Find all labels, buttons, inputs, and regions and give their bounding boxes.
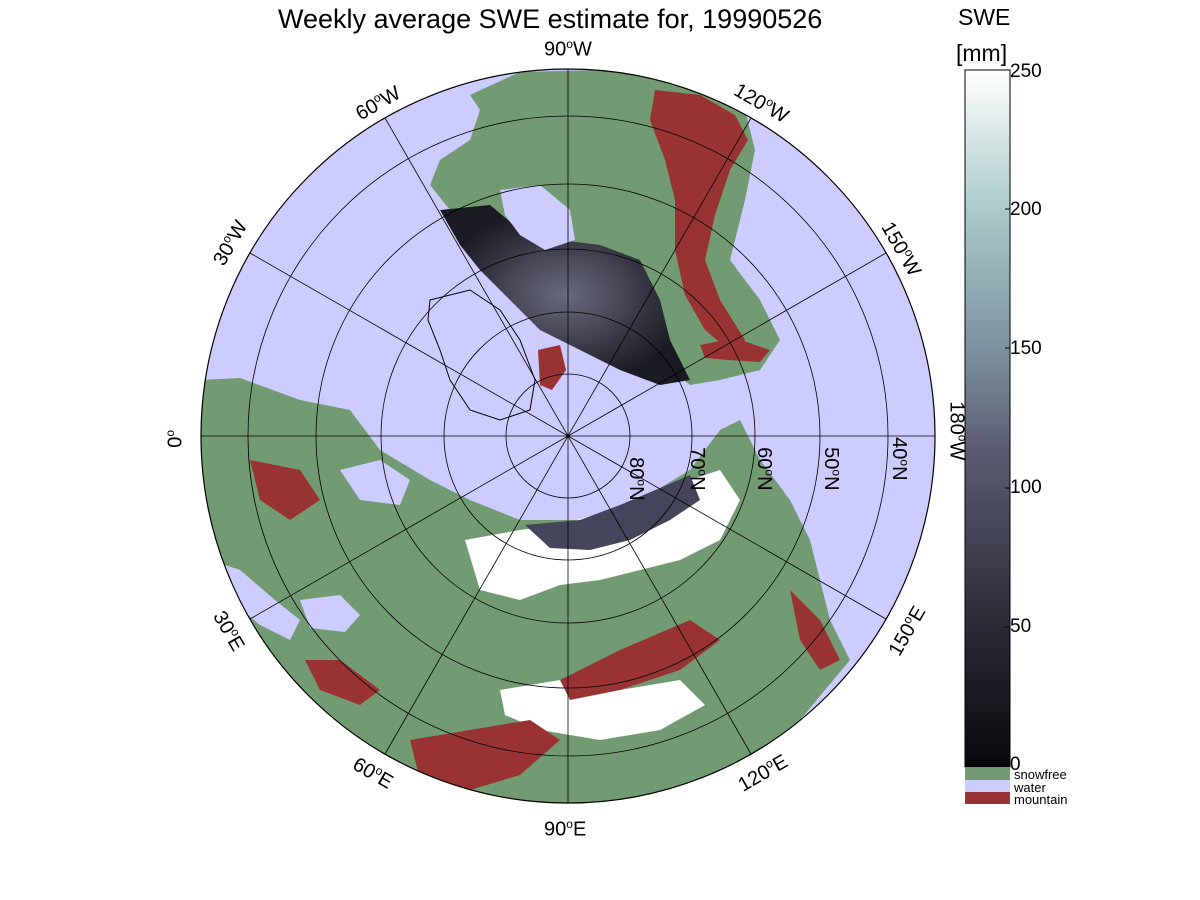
graticule xyxy=(200,68,936,804)
legend-swatch-mountain xyxy=(965,792,1010,804)
colorbar xyxy=(964,69,1011,804)
mountain-caucasus-iran xyxy=(305,660,380,705)
lat-label-80n: 80oN xyxy=(624,457,649,501)
legend-label-mountain: mountain xyxy=(1014,792,1068,807)
baltic-sea xyxy=(340,460,410,505)
mountain-central-asia xyxy=(560,620,720,700)
mountain-far-east xyxy=(790,590,840,670)
colorbar-gradient xyxy=(964,69,1011,768)
colorbar-tick-100: 100 xyxy=(1010,477,1042,498)
lat-label-70n: 70oN xyxy=(685,447,710,491)
colorbar-unit: [mm] xyxy=(956,40,1008,66)
legend-label-snowfree: snowfree xyxy=(1014,767,1067,782)
lon-label-90e: 90oE xyxy=(544,817,587,841)
mountain-himalaya xyxy=(410,720,560,790)
legend-swatch-snowfree xyxy=(965,767,1010,780)
colorbar-tick-0: 0 xyxy=(1010,754,1021,775)
lat-label-40n: 40oN xyxy=(887,437,912,481)
colorbar-tick-50: 50 xyxy=(1010,616,1032,637)
mediterranean xyxy=(210,560,300,640)
colorbar-tick-250: 250 xyxy=(1010,61,1042,82)
colorbar-tick-150: 150 xyxy=(1010,338,1042,359)
colorbar-tick-200: 200 xyxy=(1010,199,1042,220)
lon-label-0: 0o xyxy=(163,429,187,448)
mountain-alps xyxy=(250,460,320,520)
snow-siberia-grey xyxy=(525,475,700,550)
colorbar-title: SWE xyxy=(958,4,1011,30)
mountain-alaska xyxy=(700,338,770,362)
lat-label-60n: 60oN xyxy=(752,447,777,491)
lon-label-90w: 90oW xyxy=(544,37,592,61)
lat-label-50n: 50oN xyxy=(819,447,844,491)
figure-title: Weekly average SWE estimate for, 1999052… xyxy=(278,4,823,34)
hudson-bay xyxy=(500,185,575,250)
legend-swatch-water xyxy=(965,780,1010,792)
legend-label-water: water xyxy=(1014,780,1046,795)
mountain-greenland-east xyxy=(538,345,566,390)
snow-canada-arctic xyxy=(440,205,690,385)
black-caspian-sea xyxy=(300,595,360,632)
snow-tibet-white xyxy=(500,680,705,740)
greenland xyxy=(427,289,536,421)
